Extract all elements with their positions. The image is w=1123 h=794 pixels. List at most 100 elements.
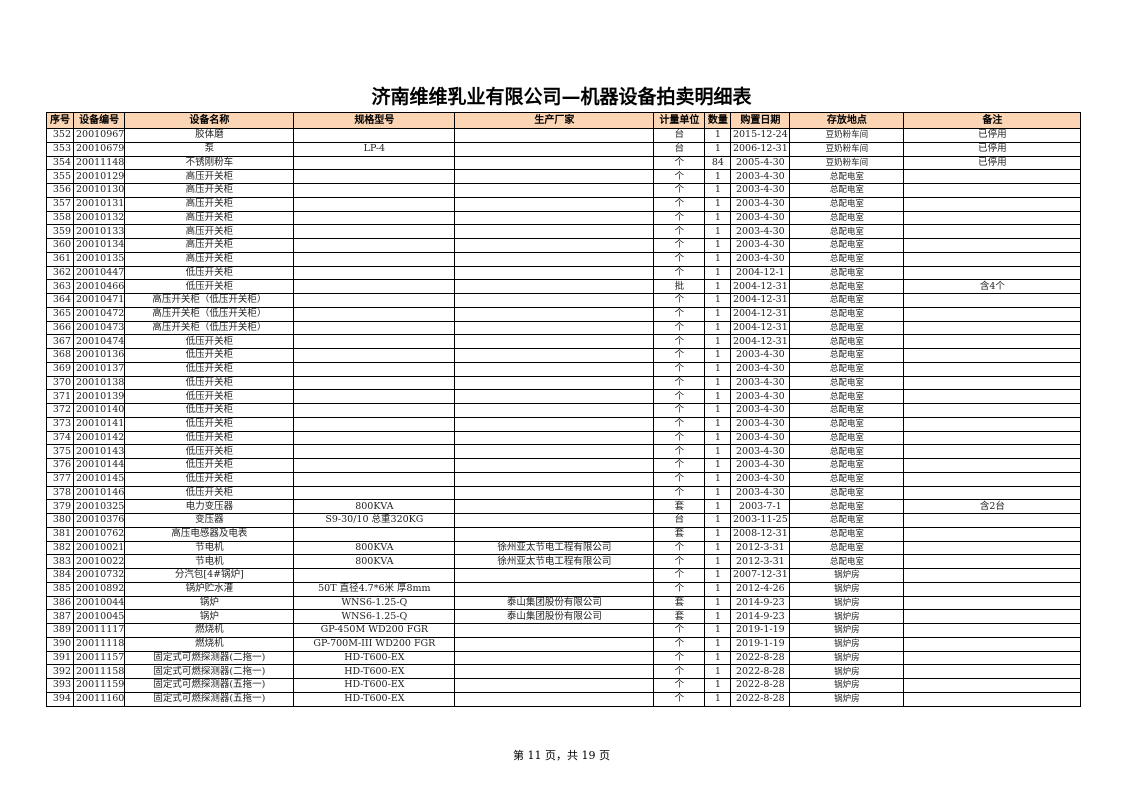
cell-equipment-name: 变压器 [124, 513, 295, 528]
cell-purchase-date: 2019-1-19 [730, 636, 791, 652]
cell-location: 总配电室 [789, 499, 905, 514]
cell-row-number: 365 [46, 306, 74, 322]
cell-manufacturer [454, 210, 655, 226]
cell-purchase-date: 2003-7-1 [730, 499, 791, 514]
cell-remarks [903, 224, 1082, 239]
cell-unit: 个 [653, 554, 706, 569]
cell-row-number: 364 [46, 293, 74, 308]
cell-row-number: 376 [46, 458, 74, 473]
cell-remarks: 含2台 [903, 499, 1082, 514]
cell-equipment-id: 20010022 [72, 554, 126, 569]
cell-remarks [903, 265, 1082, 281]
cell-equipment-id: 20011118 [72, 636, 126, 652]
cell-purchase-date: 2003-4-30 [730, 251, 791, 267]
cell-equipment-name: 高压开关柜（低压开关柜） [124, 320, 295, 336]
cell-unit: 个 [653, 361, 706, 377]
cell-location: 总配电室 [789, 265, 905, 281]
cell-unit: 个 [653, 169, 706, 184]
cell-purchase-date: 2003-4-30 [730, 471, 791, 487]
cell-equipment-id: 20010967 [72, 128, 126, 143]
cell-equipment-name: 高压开关柜（低压开关柜） [124, 293, 295, 308]
cell-quantity: 1 [704, 141, 732, 157]
column-header-manufacturer: 生产厂家 [454, 112, 655, 129]
cell-row-number: 352 [46, 128, 74, 143]
cell-spec-model [293, 375, 456, 391]
cell-purchase-date: 2004-12-31 [730, 320, 791, 336]
cell-quantity: 1 [704, 485, 732, 501]
cell-manufacturer [454, 375, 655, 391]
cell-location: 总配电室 [789, 389, 905, 404]
cell-location: 总配电室 [789, 430, 905, 446]
cell-quantity: 1 [704, 554, 732, 569]
table-row: 364 20010471 高压开关柜（低压开关柜） 个 1 2004-12-31 总配电室 [46, 293, 1082, 308]
cell-row-number: 354 [46, 155, 74, 171]
cell-equipment-id: 20010139 [72, 389, 126, 404]
cell-equipment-id: 20010447 [72, 265, 126, 281]
cell-remarks [903, 403, 1082, 418]
cell-location: 豆奶粉车间 [789, 128, 905, 143]
table-row: 377 20010145 低压开关柜 个 1 2003-4-30 总配电室 [46, 471, 1082, 487]
cell-quantity: 1 [704, 196, 732, 212]
cell-spec-model [293, 444, 456, 459]
table-row: 369 20010137 低压开关柜 个 1 2003-4-30 总配电室 [46, 361, 1082, 377]
cell-unit: 套 [653, 595, 706, 611]
cell-equipment-id: 20010134 [72, 238, 126, 253]
cell-remarks [903, 210, 1082, 226]
cell-equipment-id: 20010140 [72, 403, 126, 418]
cell-spec-model: 800KVA [293, 554, 456, 569]
cell-purchase-date: 2015-12-24 [730, 128, 791, 143]
table-row: 356 20010130 高压开关柜 个 1 2003-4-30 总配电室 [46, 183, 1082, 198]
table-row: 362 20010447 低压开关柜 个 1 2004-12-1 总配电室 [46, 265, 1082, 281]
table-row: 387 20010045 锅炉 WNS6-1.25-Q 泰山集团股份有限公司套 1 2014… [46, 609, 1082, 624]
table-row: 372 20010140 低压开关柜 个 1 2003-4-30 总配电室 [46, 403, 1082, 418]
cell-spec-model: HD-T600-EX [293, 664, 456, 679]
cell-equipment-id: 20010021 [72, 540, 126, 556]
column-header-unit: 计量单位 [653, 112, 706, 129]
cell-unit: 台 [653, 128, 706, 143]
cell-row-number: 367 [46, 334, 74, 349]
cell-spec-model: GP-700M-III WD200 FGR [293, 636, 456, 652]
cell-equipment-name: 节电机 [124, 540, 295, 556]
cell-equipment-name: 胶体磨 [124, 128, 295, 143]
cell-quantity: 1 [704, 251, 732, 267]
cell-unit: 个 [653, 458, 706, 473]
cell-spec-model: LP-4 [293, 141, 456, 157]
cell-equipment-name: 低压开关柜 [124, 458, 295, 473]
cell-unit: 个 [653, 678, 706, 693]
cell-location: 总配电室 [789, 361, 905, 377]
cell-spec-model [293, 416, 456, 432]
cell-purchase-date: 2004-12-31 [730, 279, 791, 294]
cell-unit: 个 [653, 403, 706, 418]
cell-equipment-name: 固定式可燃探测器(二拖一) [124, 650, 295, 666]
cell-purchase-date: 2003-4-30 [730, 169, 791, 184]
cell-unit: 个 [653, 334, 706, 349]
cell-manufacturer [454, 650, 655, 666]
cell-equipment-name: 分汽包[4#锅炉] [124, 568, 295, 583]
cell-unit: 个 [653, 210, 706, 226]
cell-unit: 个 [653, 320, 706, 336]
cell-location: 锅炉房 [789, 568, 905, 583]
cell-spec-model [293, 306, 456, 322]
cell-spec-model: 800KVA [293, 499, 456, 514]
cell-equipment-name: 低压开关柜 [124, 348, 295, 363]
column-header-remarks: 备注 [903, 112, 1082, 129]
cell-remarks: 已停用 [903, 155, 1082, 171]
column-header-row-number: 序号 [46, 112, 74, 129]
cell-remarks: 已停用 [903, 128, 1082, 143]
cell-equipment-name: 高压开关柜 [124, 210, 295, 226]
cell-spec-model [293, 334, 456, 349]
cell-equipment-id: 20011157 [72, 650, 126, 666]
cell-equipment-name: 锅炉贮水灌 [124, 581, 295, 597]
cell-spec-model [293, 279, 456, 294]
cell-spec-model [293, 485, 456, 501]
cell-spec-model [293, 526, 456, 542]
cell-purchase-date: 2022-8-28 [730, 691, 791, 707]
cell-remarks [903, 636, 1082, 652]
cell-remarks [903, 526, 1082, 542]
cell-purchase-date: 2022-8-28 [730, 678, 791, 693]
cell-location: 总配电室 [789, 375, 905, 391]
cell-remarks [903, 691, 1082, 707]
cell-purchase-date: 2012-3-31 [730, 540, 791, 556]
cell-equipment-id: 20010145 [72, 471, 126, 487]
cell-row-number: 362 [46, 265, 74, 281]
